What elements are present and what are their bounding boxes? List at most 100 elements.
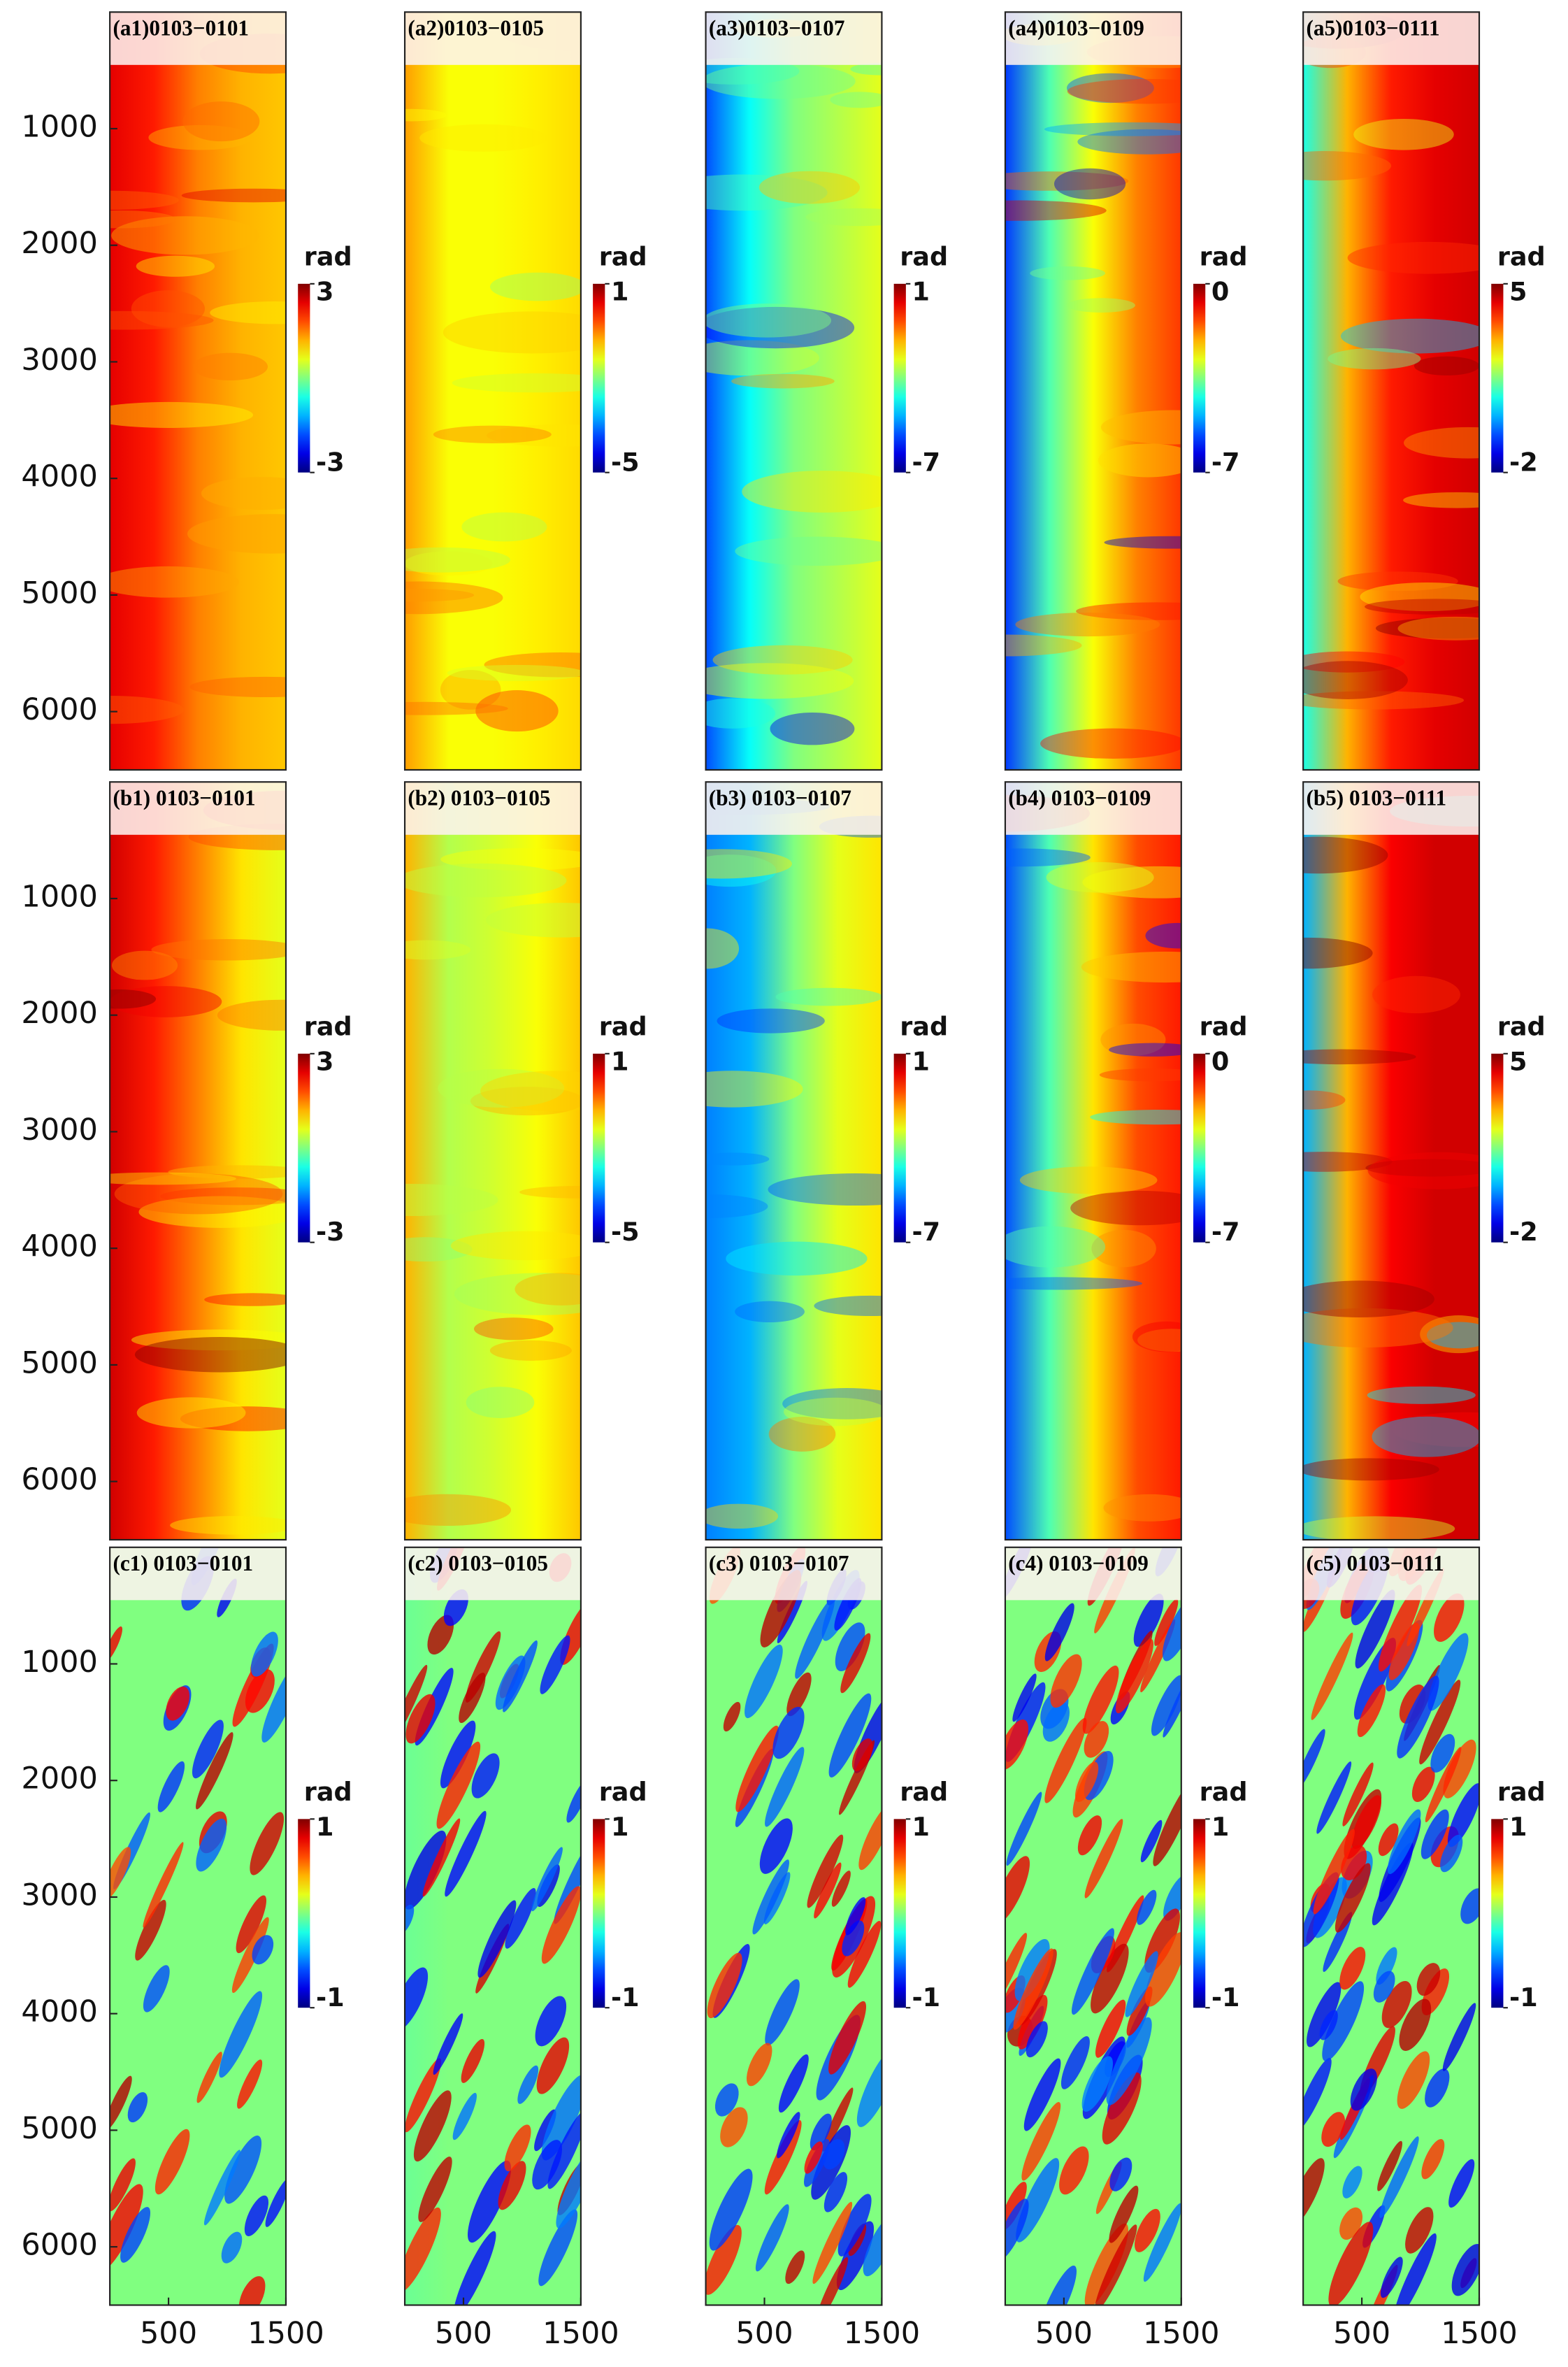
map-background xyxy=(1005,782,1181,1540)
map-texture xyxy=(237,2059,263,2109)
map-texture xyxy=(1125,1951,1158,2017)
map-image xyxy=(110,1547,286,2305)
map-image xyxy=(110,782,286,1540)
panel: (a5)0103−0111 rad -2 5 xyxy=(1302,11,1546,771)
map-image xyxy=(1005,782,1181,1540)
map-texture xyxy=(1019,1166,1158,1194)
map-texture xyxy=(224,2136,262,2204)
map-texture xyxy=(1322,1981,1365,2061)
map-texture xyxy=(538,2209,578,2287)
map-texture xyxy=(1443,1739,1476,1799)
map-texture xyxy=(1434,1593,1465,1643)
map-texture xyxy=(1006,1792,1042,1866)
map-texture xyxy=(1005,634,1082,657)
map-texture xyxy=(831,1871,851,1907)
map-texture xyxy=(452,2092,477,2140)
map-texture xyxy=(405,2207,441,2293)
map-texture xyxy=(1303,836,1388,874)
map-texture xyxy=(1151,1675,1181,1736)
map-image xyxy=(110,12,286,770)
map-texture xyxy=(1420,1809,1449,1859)
map-texture xyxy=(705,1152,770,1166)
map-texture xyxy=(1071,1928,1114,2015)
y-tick-label: 4000 xyxy=(21,459,98,494)
map-texture xyxy=(1425,1747,1462,1822)
colorbar-tick-label: 5 xyxy=(1509,1046,1527,1076)
map-texture xyxy=(705,698,776,729)
map-texture xyxy=(1038,2265,1077,2305)
map-texture xyxy=(786,1672,812,1717)
map-texture xyxy=(110,986,222,1017)
map-texture xyxy=(1328,348,1421,370)
map-texture xyxy=(805,208,882,227)
map-texture xyxy=(445,1810,487,1897)
map-background xyxy=(1005,12,1181,770)
map-texture xyxy=(1373,1971,1395,2003)
map-texture xyxy=(814,1295,882,1317)
map-texture xyxy=(461,2039,485,2083)
map-texture xyxy=(1137,1889,1157,1925)
map-texture xyxy=(168,1165,286,1179)
title-box xyxy=(1005,1547,1181,1601)
colorbar-label: rad xyxy=(1200,242,1248,272)
map-texture xyxy=(707,1952,742,2019)
map-texture xyxy=(1397,2051,1430,2109)
map-texture xyxy=(1081,2056,1113,2112)
y-tick-label: 4000 xyxy=(21,1229,98,1264)
panel-title: (b2) 0103−0105 xyxy=(408,785,550,810)
panel-title: (a2)0103−0105 xyxy=(408,15,544,40)
map-texture xyxy=(236,1895,266,1954)
map-texture xyxy=(705,928,740,969)
y-tick-label: 6000 xyxy=(21,1462,98,1497)
map-texture xyxy=(705,854,777,887)
panel: (c1) 0103−0101 1000 2000 3000 4000 5000 6000 50… xyxy=(21,1546,352,2351)
map-texture xyxy=(418,2157,452,2222)
map-texture xyxy=(566,1780,581,1823)
map-texture xyxy=(127,2091,148,2123)
colorbar xyxy=(1491,1053,1504,1243)
map-image xyxy=(705,12,882,770)
map-texture xyxy=(1376,617,1480,639)
map-texture xyxy=(1311,1632,1353,1720)
map-texture xyxy=(477,1900,517,1978)
map-texture xyxy=(111,950,178,980)
map-image xyxy=(705,1547,882,2305)
map-texture xyxy=(1372,1416,1480,1457)
map-texture xyxy=(1067,78,1181,104)
panel-frame xyxy=(109,781,287,1541)
y-tick-label: 3000 xyxy=(21,1113,98,1147)
colorbar-label: rad xyxy=(1497,1012,1546,1042)
colorbar xyxy=(298,1053,310,1243)
map-texture xyxy=(1013,1948,1053,2030)
colorbar-tick-label: -1 xyxy=(1509,1982,1538,2012)
map-texture xyxy=(705,663,854,699)
colorbar-tick-label: 5 xyxy=(1509,276,1527,306)
colorbar xyxy=(593,1819,605,2008)
map-texture xyxy=(835,1622,865,1672)
map-texture xyxy=(714,2083,739,2117)
panel-frame xyxy=(1004,1546,1182,2306)
map-texture xyxy=(720,2107,748,2147)
title-box xyxy=(110,782,286,835)
map-texture xyxy=(231,1917,269,1994)
map-texture xyxy=(758,171,861,204)
map-texture xyxy=(110,2158,136,2212)
map-texture xyxy=(196,2052,222,2103)
map-texture xyxy=(138,1196,286,1228)
title-box xyxy=(705,1547,882,1601)
map-texture xyxy=(1337,571,1458,592)
map-texture xyxy=(1303,651,1405,673)
colorbar-label: rad xyxy=(900,242,948,272)
map-texture xyxy=(1379,2136,1419,2218)
map-texture xyxy=(812,2201,853,2284)
map-texture xyxy=(1303,2158,1325,2228)
y-tick-label: 2000 xyxy=(21,226,98,261)
map-texture xyxy=(735,536,882,566)
map-texture xyxy=(110,989,157,1009)
y-tick-label: 4000 xyxy=(21,1994,98,2029)
map-texture xyxy=(1447,1783,1480,1847)
colorbar-tick-label: -5 xyxy=(611,447,640,477)
colorbar-tick-label: 1 xyxy=(316,1812,333,1842)
map-texture xyxy=(136,1397,246,1429)
colorbar-tick-label: 1 xyxy=(611,276,628,306)
